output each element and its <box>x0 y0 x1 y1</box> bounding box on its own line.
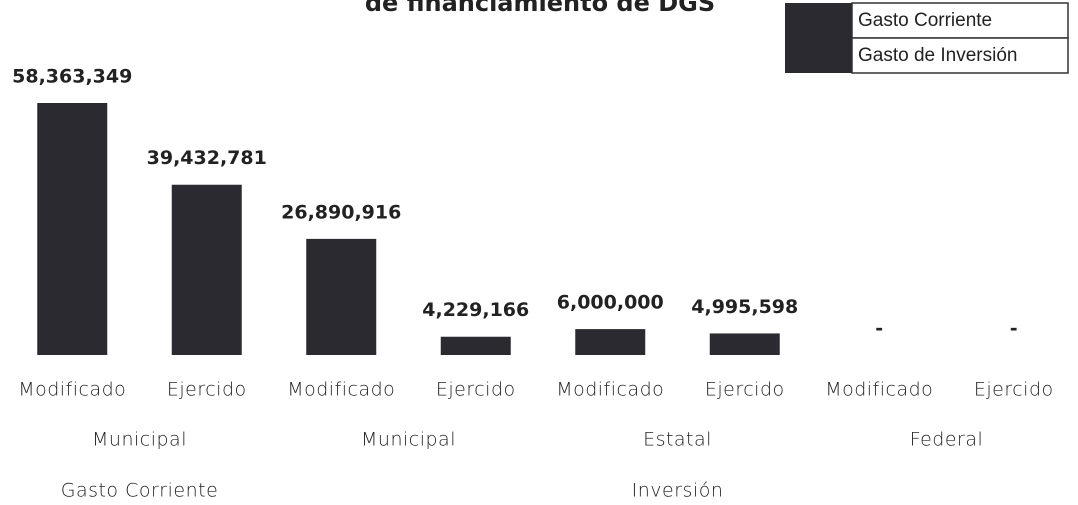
x-tick-label: Modificado <box>825 379 933 401</box>
bar <box>306 238 377 355</box>
legend-box <box>851 37 1069 74</box>
group-label: Municipal <box>92 429 187 451</box>
group-label: Inversión <box>632 480 724 502</box>
group-label: Municipal <box>361 429 456 451</box>
legend-box <box>851 2 1069 39</box>
x-tick-label: Ejercido <box>436 379 516 401</box>
data-label: 26,890,916 <box>281 201 401 223</box>
x-tick-label: Ejercido <box>167 379 247 401</box>
data-label: - <box>875 318 883 340</box>
legend-label: Gasto de Inversión <box>858 45 1017 66</box>
group-label: Estatal <box>643 429 712 451</box>
data-label: 6,000,000 <box>557 292 664 314</box>
data-label: 4,995,598 <box>691 296 798 318</box>
bar <box>440 336 511 355</box>
data-label: 58,363,349 <box>12 66 132 88</box>
legend-swatch <box>785 3 852 38</box>
bar <box>171 184 242 355</box>
bar <box>575 329 646 355</box>
x-tick-label: Ejercido <box>705 379 785 401</box>
legend-swatch <box>785 38 852 73</box>
data-label: 39,432,781 <box>147 147 267 169</box>
group-label: Federal <box>910 429 984 451</box>
bar <box>709 333 780 355</box>
legend-label: Gasto Corriente <box>858 10 992 31</box>
chart-title: de financiamiento de DGS <box>365 0 715 17</box>
x-tick-label: Ejercido <box>974 379 1054 401</box>
x-tick-label: Modificado <box>556 379 664 401</box>
bar <box>37 103 108 355</box>
x-tick-label: Modificado <box>287 379 395 401</box>
group-label: Gasto Corriente <box>61 480 219 502</box>
data-label: 4,229,166 <box>422 299 529 321</box>
x-tick-label: Modificado <box>18 379 126 401</box>
data-label: - <box>1010 318 1018 340</box>
